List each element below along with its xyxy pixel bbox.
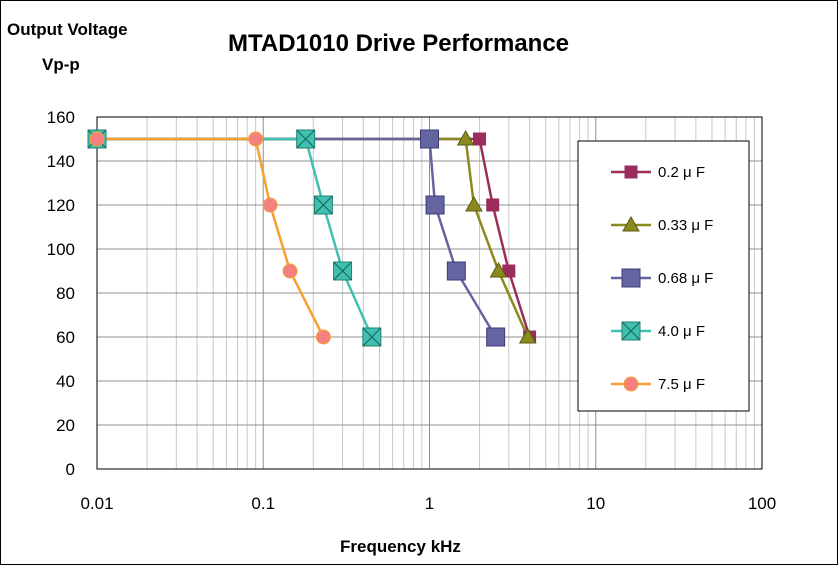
legend-marker-3-x2: [621, 321, 641, 341]
series-1-point: [465, 195, 483, 212]
legend-label-2: 0.68 μ F: [658, 270, 713, 287]
series-4-point: [89, 131, 105, 147]
legend-marker-2: [621, 268, 641, 288]
y-tick-label: 80: [56, 284, 75, 303]
series-0-point: [473, 132, 487, 146]
series-3-point-x2: [296, 129, 316, 149]
y-tick-label: 160: [47, 108, 75, 127]
series-1-point: [489, 261, 508, 278]
series-1-point: [456, 129, 475, 146]
chart-title: MTAD1010 Drive Performance: [228, 30, 570, 57]
y-axis-label-line-1: Output Voltage: [7, 20, 128, 39]
y-tick-label: 120: [47, 196, 75, 215]
series-4-point: [248, 131, 264, 147]
legend-box: [577, 140, 750, 412]
x-tick-label: 0.01: [80, 494, 113, 513]
legend-marker-1: [622, 215, 640, 232]
y-tick-label: 0: [66, 460, 75, 479]
x-tick-label: 1: [425, 494, 434, 513]
legend-label-4: 7.5 μ F: [658, 376, 705, 393]
y-tick-label: 20: [56, 416, 75, 435]
series-3-point-x2: [333, 261, 352, 281]
plot-area: [96, 116, 763, 470]
y-tick-label: 140: [47, 152, 75, 171]
series-2-point: [486, 327, 506, 347]
x-tick-label: 10: [586, 494, 605, 513]
x-axis-label: Frequency kHz: [340, 537, 461, 556]
series-2-point: [425, 195, 445, 215]
series-2-point: [446, 261, 466, 281]
y-tick-label: 100: [47, 240, 75, 259]
series-4-point: [315, 329, 331, 345]
legend-marker-4: [623, 376, 639, 392]
series-3-line: [97, 137, 373, 338]
legend-label-1: 0.33 μ F: [658, 217, 713, 234]
series-4-point: [262, 197, 278, 213]
legend-label-0: 0.2 μ F: [658, 164, 705, 181]
x-tick-label: 0.1: [251, 494, 275, 513]
y-tick-label: 40: [56, 372, 75, 391]
y-tick-label: 60: [56, 328, 75, 347]
y-axis-label-line-2: Vp-p: [42, 55, 80, 74]
series-4-line: [97, 137, 325, 338]
series-1-point: [518, 327, 537, 344]
series-3-point-x2: [362, 327, 382, 347]
legend-marker-0: [624, 165, 638, 179]
x-tick-label: 100: [748, 494, 776, 513]
series-2-line: [97, 137, 497, 338]
series-2-point: [420, 129, 439, 149]
series-4-point: [282, 263, 298, 279]
series-3-point-x2: [313, 195, 333, 215]
legend-label-3: 4.0 μ F: [658, 323, 705, 340]
series-0-point: [486, 198, 500, 212]
